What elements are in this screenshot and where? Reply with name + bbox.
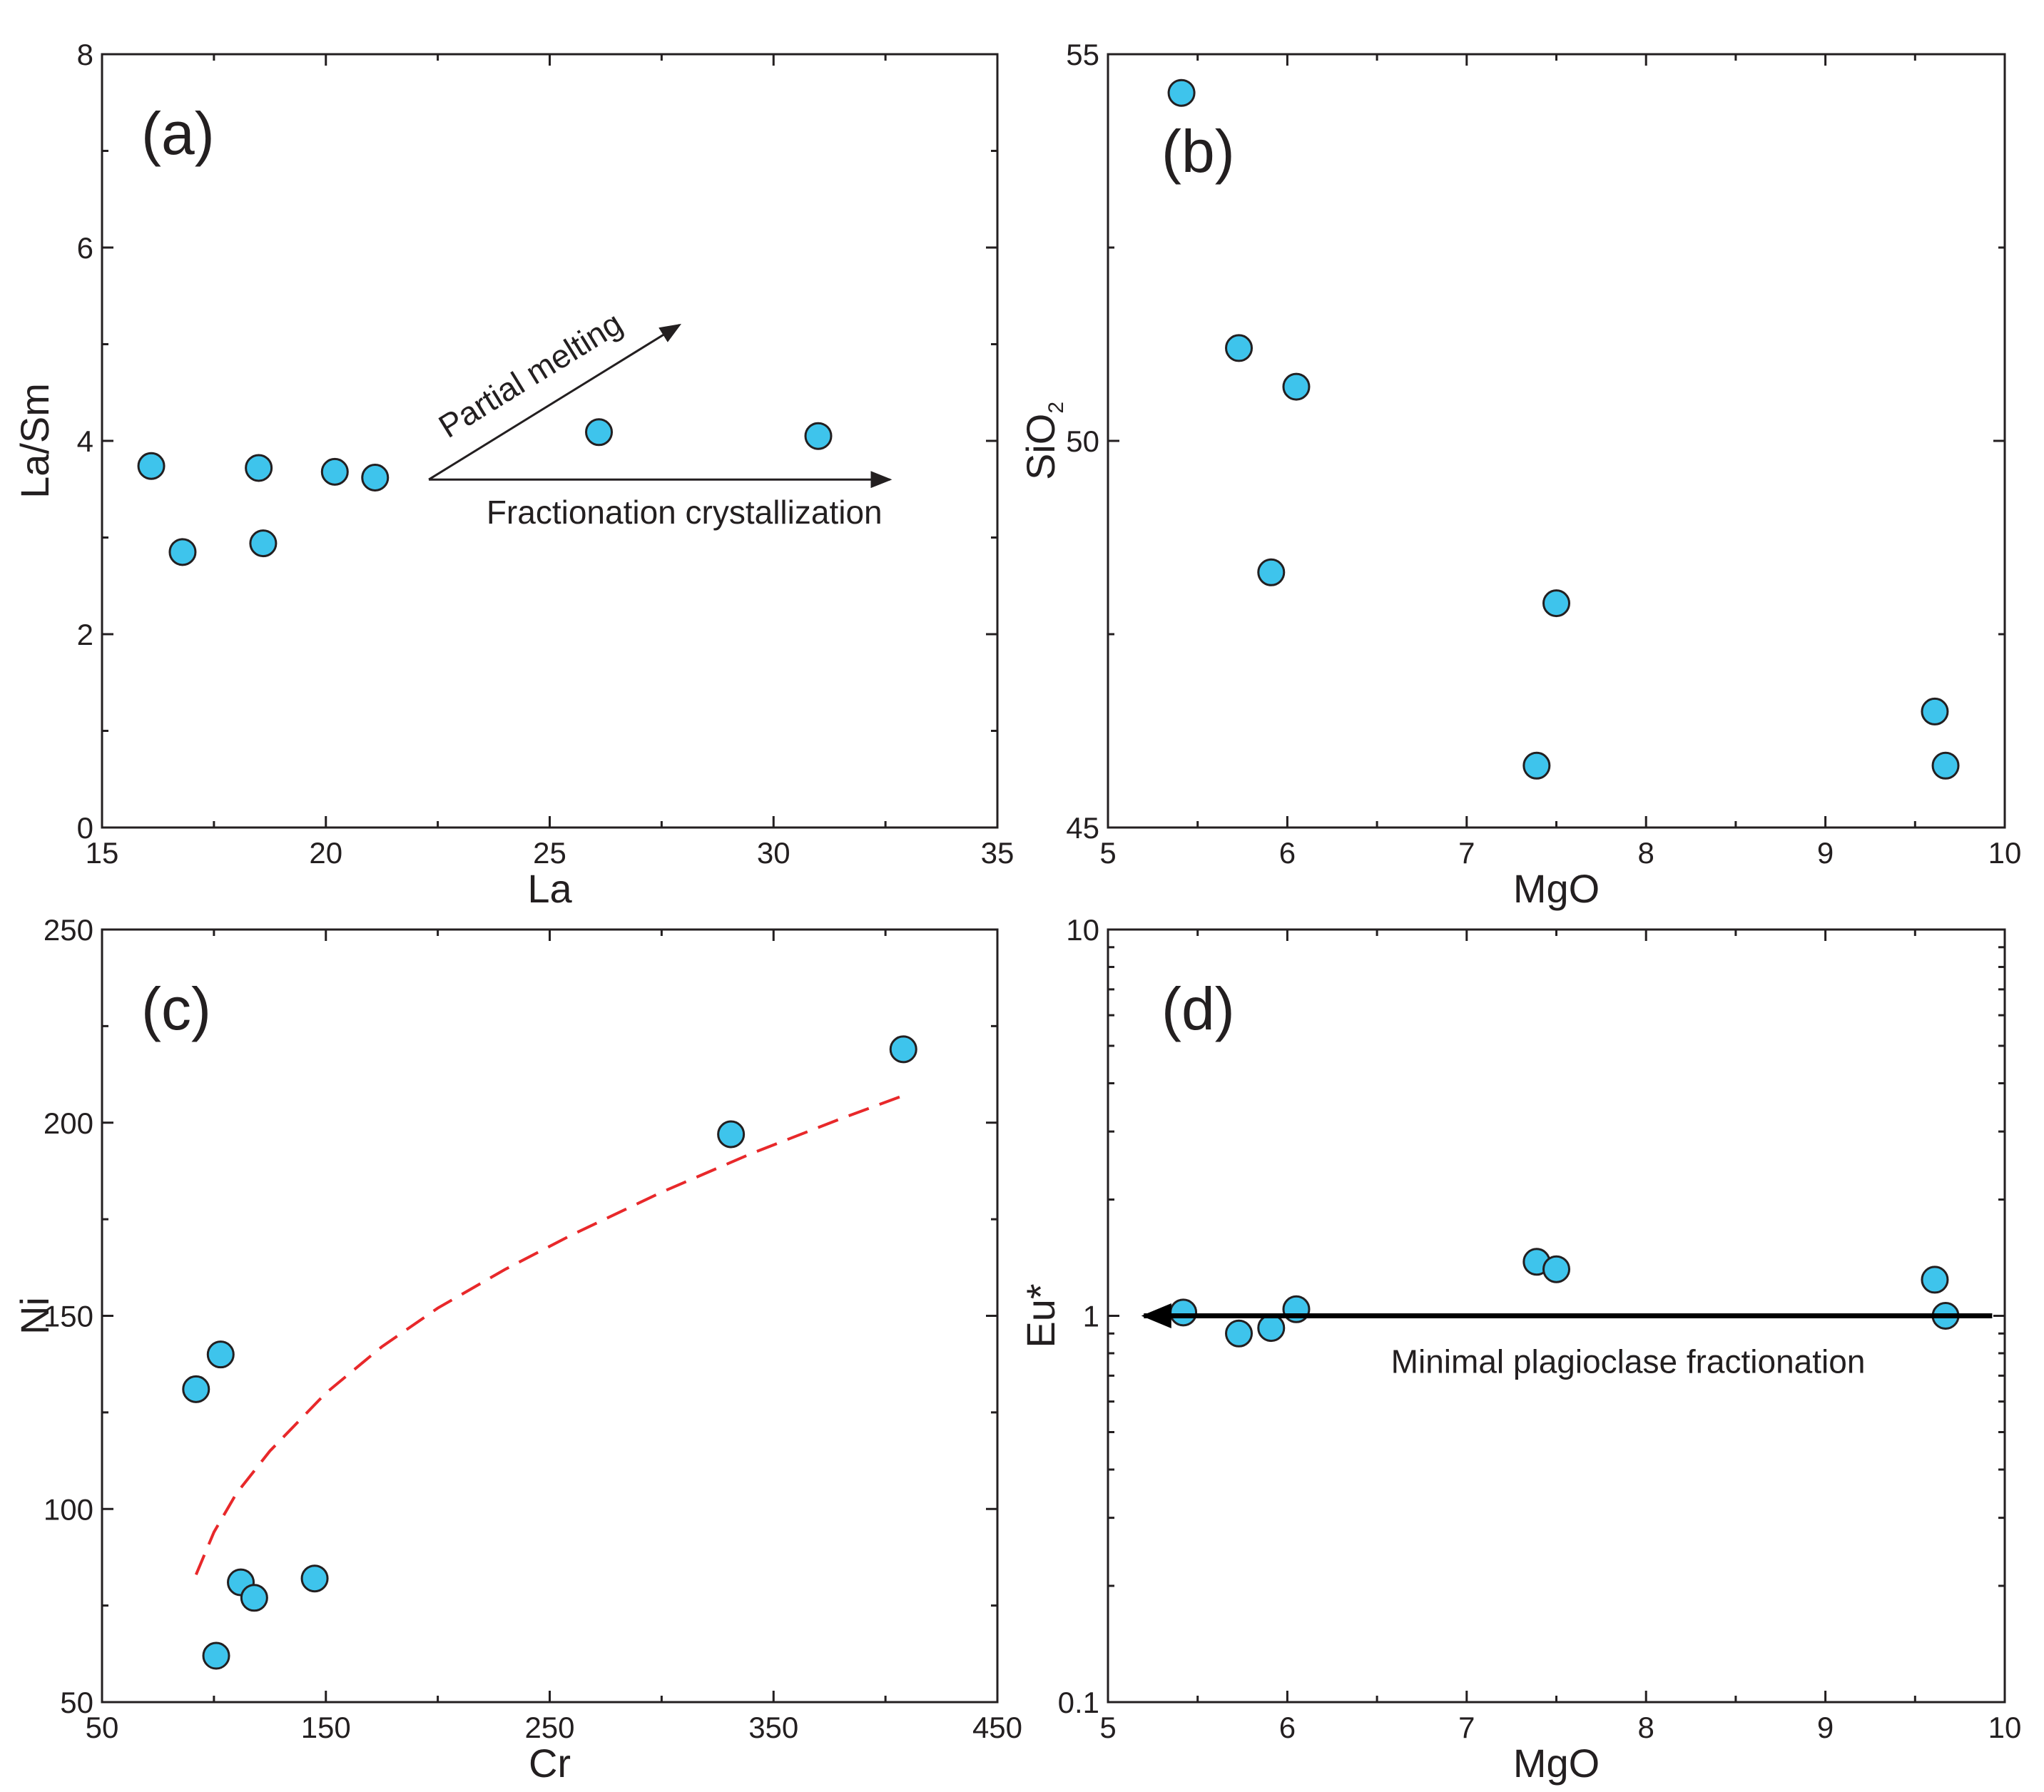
data-point xyxy=(1522,751,1551,780)
data-point xyxy=(300,1564,329,1593)
y-axis-title-text: Eu* xyxy=(1018,1283,1063,1348)
x-tick-label: 10 xyxy=(1988,836,2022,870)
y-tick-label: 45 xyxy=(1066,811,1099,845)
panel-b: 5 6 7 8 9 10 45 50 55 MgO SiO2 (b) xyxy=(1018,38,2021,911)
data-point xyxy=(585,418,614,447)
x-tick-label: 8 xyxy=(1638,1711,1654,1744)
data-point xyxy=(1257,1314,1286,1343)
x-tick-label: 250 xyxy=(524,1711,574,1744)
data-point xyxy=(1225,1319,1254,1348)
y-tick-label: 250 xyxy=(44,913,93,947)
y-axis-title: SiO2 xyxy=(1018,402,1068,480)
panel-label: (b) xyxy=(1161,118,1235,185)
y-tick-label: 100 xyxy=(44,1492,93,1526)
y-axis-title-text: La/Sm xyxy=(12,383,57,499)
y-tick-label: 0.1 xyxy=(1058,1686,1099,1719)
data-point xyxy=(320,457,349,486)
y-tick-label: 150 xyxy=(44,1300,93,1333)
data-point xyxy=(202,1641,230,1670)
data-point xyxy=(206,1340,235,1369)
data-point xyxy=(168,538,197,566)
data-point xyxy=(804,422,833,450)
data-point xyxy=(1542,589,1570,618)
plot-frame xyxy=(101,53,999,829)
x-tick-label: 25 xyxy=(533,836,566,870)
x-tick-label: 7 xyxy=(1458,836,1475,870)
x-axis-title: MgO xyxy=(1513,866,1600,911)
y-axis-title-subscript: 2 xyxy=(1044,402,1068,414)
x-tick-label: 10 xyxy=(1988,1711,2022,1744)
y-tick-label: 8 xyxy=(77,38,93,71)
x-axis-title: MgO xyxy=(1513,1741,1600,1786)
plot-frame xyxy=(1107,53,2006,829)
x-tick-label: 30 xyxy=(757,836,790,870)
data-point xyxy=(249,529,278,558)
x-axis-title: La xyxy=(527,866,572,911)
data-point xyxy=(137,452,166,480)
data-point xyxy=(182,1375,210,1403)
x-tick-label: 6 xyxy=(1279,836,1296,870)
y-tick-label: 6 xyxy=(77,231,93,265)
y-tick-label: 0 xyxy=(77,811,93,845)
x-tick-label: 8 xyxy=(1638,836,1654,870)
data-point xyxy=(1542,1255,1570,1283)
panel-label: (d) xyxy=(1161,975,1235,1042)
x-tick-label: 7 xyxy=(1458,1711,1475,1744)
data-point xyxy=(1257,558,1286,586)
y-tick-label: 55 xyxy=(1066,38,1099,71)
x-tick-label: 5 xyxy=(1099,836,1116,870)
y-axis-title: La/Sm xyxy=(12,383,57,499)
y-tick-label: 10 xyxy=(1066,913,1099,947)
data-point xyxy=(1931,751,1960,780)
y-tick-label: 2 xyxy=(77,618,93,651)
data-point xyxy=(1921,1266,1949,1294)
y-axis-title: Ni xyxy=(12,1297,57,1335)
annotation-label: Minimal plagioclase fractionation xyxy=(1391,1343,1866,1380)
data-point xyxy=(361,463,390,492)
y-axis-title: Eu* xyxy=(1018,1283,1063,1348)
panel-label: (a) xyxy=(141,100,215,167)
x-tick-label: 9 xyxy=(1817,836,1834,870)
y-axis-title-text: Ni xyxy=(12,1297,57,1335)
panel-d: 5 6 7 8 9 10 0.1 1 10 MgO Eu* (d) Minimal plagioclas… xyxy=(1018,913,2021,1786)
data-point xyxy=(1921,697,1949,726)
x-tick-label: 50 xyxy=(86,1711,119,1744)
x-tick-label: 450 xyxy=(972,1711,1022,1744)
x-axis-title: Cr xyxy=(529,1741,571,1786)
data-point xyxy=(717,1120,746,1149)
y-tick-label: 1 xyxy=(1083,1300,1099,1333)
x-tick-label: 35 xyxy=(981,836,1015,870)
y-axis-title-text: SiO xyxy=(1018,414,1063,480)
annotation-label: Fractionation crystallization xyxy=(487,494,883,531)
x-tick-label: 350 xyxy=(748,1711,798,1744)
data-point xyxy=(1282,372,1311,401)
trend-curve xyxy=(194,1094,904,1576)
x-tick-label: 9 xyxy=(1817,1711,1834,1744)
x-tick-label: 20 xyxy=(309,836,342,870)
y-tick-label: 50 xyxy=(1066,424,1099,458)
x-tick-label: 15 xyxy=(86,836,119,870)
data-point xyxy=(889,1035,917,1064)
data-point xyxy=(240,1584,268,1612)
data-point xyxy=(1169,1298,1198,1327)
data-point xyxy=(1167,78,1196,107)
data-point xyxy=(1225,334,1254,362)
x-tick-label: 150 xyxy=(301,1711,351,1744)
y-tick-label: 50 xyxy=(60,1686,93,1719)
x-tick-label: 6 xyxy=(1279,1711,1296,1744)
data-point xyxy=(245,454,273,482)
y-tick-label: 4 xyxy=(77,424,93,458)
y-tick-label: 200 xyxy=(44,1106,93,1140)
panel-label: (c) xyxy=(141,975,211,1042)
annotation-arrow xyxy=(428,323,682,481)
x-tick-label: 5 xyxy=(1099,1711,1116,1744)
